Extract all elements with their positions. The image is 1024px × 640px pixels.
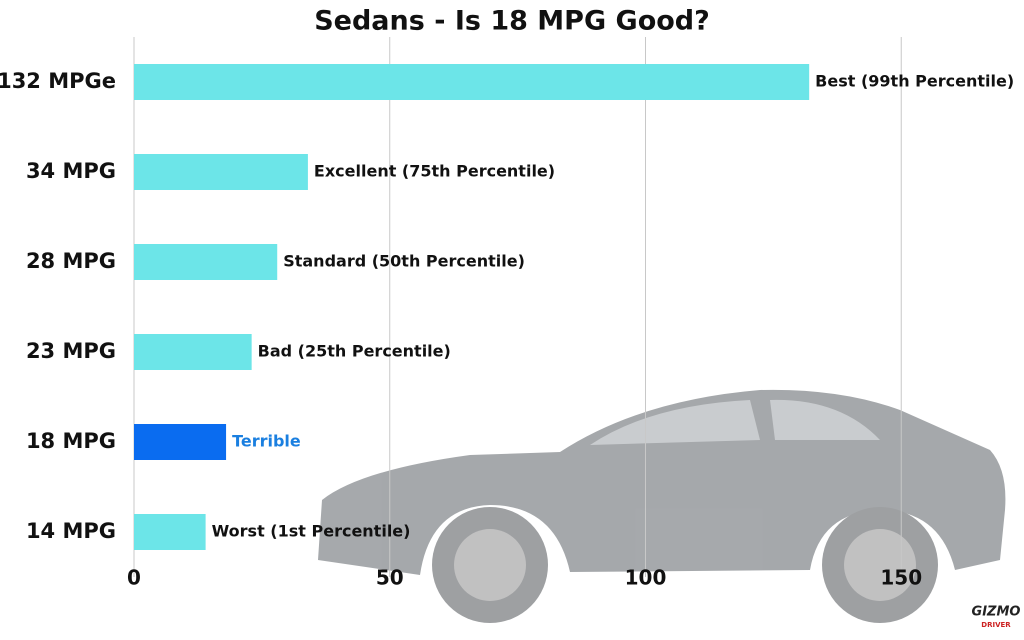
- bar: [134, 244, 278, 280]
- bar: [134, 424, 227, 460]
- bar-label: Terrible: [232, 432, 301, 451]
- x-tick-label: 100: [625, 566, 667, 590]
- y-tick-label: 28 MPG: [26, 249, 116, 273]
- car-illustration: [318, 389, 1006, 623]
- y-tick-label: 132 MPGe: [0, 69, 116, 93]
- bar: [134, 154, 308, 190]
- bar-label: Worst (1st Percentile): [212, 522, 411, 541]
- bar-label: Excellent (75th Percentile): [314, 162, 555, 181]
- logo-subtext: DRIVER: [981, 621, 1011, 629]
- y-tick-label: 23 MPG: [26, 339, 116, 363]
- bar-label: Standard (50th Percentile): [283, 252, 525, 271]
- x-tick-label: 150: [880, 566, 922, 590]
- x-tick-label: 50: [376, 566, 404, 590]
- bar: [134, 514, 206, 550]
- y-tick-label: 34 MPG: [26, 159, 116, 183]
- y-tick-label: 14 MPG: [26, 519, 116, 543]
- bar-label: Bad (25th Percentile): [258, 342, 451, 361]
- chart-title: Sedans - Is 18 MPG Good?: [314, 6, 710, 37]
- y-tick-label: 18 MPG: [26, 429, 116, 453]
- bar: [134, 334, 252, 370]
- bar: [134, 64, 810, 100]
- bar-label: Best (99th Percentile): [815, 72, 1014, 91]
- x-tick-label: 0: [127, 566, 141, 590]
- logo: GIZMO DRIVER: [972, 605, 1021, 630]
- logo-text: GIZMO: [972, 605, 1021, 620]
